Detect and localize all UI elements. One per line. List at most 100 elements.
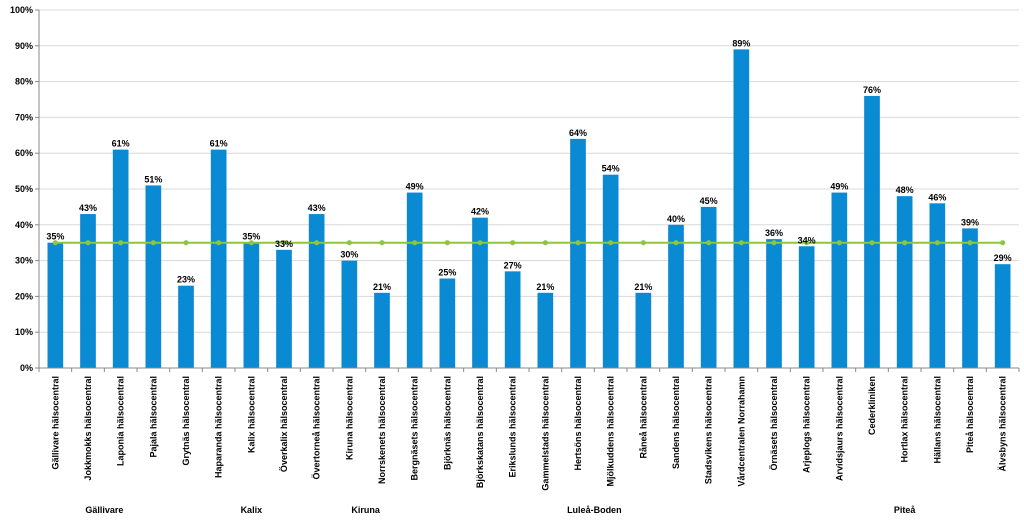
group-label: Kiruna [351, 505, 380, 515]
reference-marker [542, 240, 548, 246]
y-axis-tick-labels: 0% 10% 20% 30% 40% 50% 60% 70% 80% 90% 100% [10, 5, 33, 373]
y-tick-label: 0% [20, 363, 33, 373]
bar [210, 149, 227, 368]
reference-marker [640, 240, 646, 246]
data-label: 35% [242, 232, 260, 242]
reference-marker [804, 240, 810, 246]
group-label: Kalix [241, 505, 263, 515]
category-labels: Gällivare hälsocentral Jokkmokks hälsocen… [50, 376, 1007, 491]
data-label: 76% [863, 85, 881, 95]
x-tick-label: Kiruna hälsocentral [344, 376, 354, 460]
bar [831, 192, 848, 368]
x-tick-label: Gällivare hälsocentral [50, 376, 60, 470]
x-tick-label: Hortlax hälsocentral [900, 376, 910, 463]
reference-marker [902, 240, 908, 246]
data-label: 36% [765, 228, 783, 238]
x-tick-label: Cederkliniken [867, 376, 877, 435]
data-label: 49% [406, 182, 424, 192]
data-label: 46% [928, 192, 946, 202]
reference-marker [216, 240, 222, 246]
reference-marker [967, 240, 973, 246]
x-tick-label: Erikslunds hälsocentral [508, 376, 518, 478]
bar [47, 242, 64, 368]
bar [308, 214, 325, 368]
x-tick-label: Haparanda hälsocentral [214, 376, 224, 478]
data-label: 61% [112, 139, 130, 149]
x-tick-label: Bergnäsets hälsocentral [410, 376, 420, 481]
bar [864, 95, 880, 369]
reference-marker [183, 240, 189, 246]
bar [635, 292, 652, 368]
bar [700, 206, 717, 368]
y-tick-label: 50% [15, 184, 33, 194]
bar [896, 196, 913, 368]
reference-marker [869, 240, 875, 246]
data-label: 89% [732, 38, 750, 48]
reference-marker [412, 240, 418, 246]
reference-marker [1000, 240, 1006, 246]
y-tick-label: 30% [15, 256, 33, 266]
reference-marker [281, 240, 287, 246]
data-label: 54% [602, 164, 620, 174]
data-label: 21% [634, 282, 652, 292]
reference-marker [150, 240, 156, 246]
x-tick-label: Arjeplogs hälsocentral [802, 376, 812, 473]
y-tick-label: 80% [15, 77, 33, 87]
bar [80, 214, 96, 368]
reference-marker [608, 240, 614, 246]
y-tick-label: 10% [15, 327, 33, 337]
data-label: 21% [536, 282, 554, 292]
data-label: 35% [46, 232, 64, 242]
bar [929, 203, 946, 368]
bar [504, 271, 521, 368]
bar [994, 264, 1011, 368]
data-label: 34% [798, 235, 816, 245]
group-label: Luleå-Boden [567, 505, 622, 515]
data-label: 43% [308, 203, 326, 213]
bar [276, 249, 292, 368]
reference-marker [314, 240, 320, 246]
bar [439, 278, 456, 368]
reference-marker [346, 240, 352, 246]
x-tick-label: Vårdcentralen Norrahamn [736, 376, 746, 487]
y-tick-label: 90% [15, 41, 33, 51]
group-labels: Gällivare Kalix Kiruna Luleå-Boden Piteå [85, 505, 916, 515]
data-label: 49% [830, 182, 848, 192]
reference-marker [575, 240, 581, 246]
bar [537, 292, 554, 368]
grid-lines [35, 9, 1020, 372]
bar [145, 185, 162, 368]
x-tick-label: Hällans hälsocentral [932, 376, 942, 464]
bar [243, 242, 260, 368]
reference-marker [706, 240, 712, 246]
bar [374, 292, 390, 368]
x-tick-label: Mjölkuddens hälsocentral [606, 376, 616, 487]
x-tick-label: Björknäs hälsocentral [442, 376, 452, 470]
y-tick-label: 20% [15, 291, 33, 301]
reference-marker [673, 240, 679, 246]
x-tick-label: Norrskenets hälsocentral [377, 376, 387, 484]
x-tick-label: Björkskatans hälsocentral [475, 376, 485, 488]
x-tick-label: Kalix hälsocentral [246, 376, 256, 453]
data-label: 21% [373, 282, 391, 292]
x-tick-label: Hertsöns hälsocentral [573, 376, 583, 471]
data-label: 29% [994, 253, 1012, 263]
group-label: Gällivare [85, 505, 123, 515]
bar [570, 138, 586, 368]
data-label: 42% [471, 207, 489, 217]
reference-marker [771, 240, 777, 246]
bar [766, 239, 782, 368]
bar [668, 224, 684, 368]
reference-marker [379, 240, 385, 246]
data-label: 33% [275, 239, 293, 249]
bar [798, 246, 815, 368]
y-tick-label: 60% [15, 148, 33, 158]
x-tick-label: Råneå hälsocentral [638, 376, 648, 459]
data-label: 39% [961, 217, 979, 227]
data-label: 64% [569, 128, 587, 138]
reference-marker [52, 240, 58, 246]
reference-marker [118, 240, 124, 246]
data-label: 40% [667, 214, 685, 224]
data-label: 45% [700, 196, 718, 206]
bar [112, 149, 129, 368]
